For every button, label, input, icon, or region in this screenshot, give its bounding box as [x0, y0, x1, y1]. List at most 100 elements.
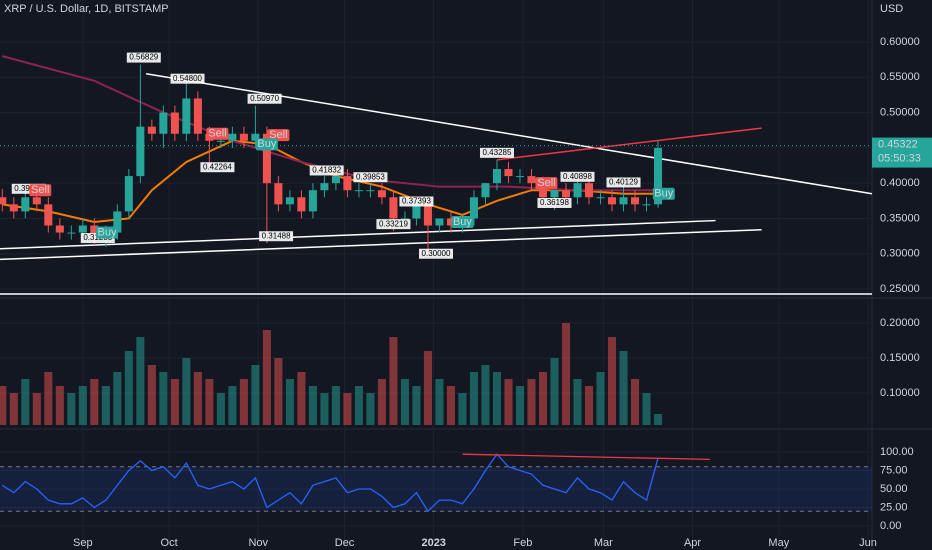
candle-body — [642, 204, 651, 206]
candle-body — [228, 133, 237, 141]
signal-box — [535, 177, 558, 190]
candle-body — [354, 190, 363, 192]
volume-bar — [400, 379, 409, 425]
candle-body — [573, 183, 582, 198]
x-tick-label: Nov — [248, 537, 268, 549]
volume-bar — [228, 386, 237, 425]
volume-bar — [377, 379, 386, 425]
volume-bar — [147, 365, 156, 425]
volume-bar — [435, 379, 444, 425]
volume-bar — [458, 393, 467, 425]
last-price-label: 0.45322 — [878, 138, 918, 150]
y-tick-label: 100.00 — [880, 446, 914, 458]
candle-body — [159, 112, 168, 134]
volume-bar — [331, 386, 340, 425]
candle-body — [377, 190, 386, 198]
candle-body — [550, 190, 559, 198]
candle-body — [193, 98, 202, 134]
volume-bar — [412, 386, 421, 425]
price-label-box — [560, 171, 595, 182]
candle-body — [182, 98, 191, 134]
candle-body — [0, 197, 7, 205]
signal-label: Buy — [257, 138, 276, 150]
volume-bar — [446, 386, 455, 425]
signal-label: Buy — [453, 216, 472, 228]
candle-body — [630, 197, 640, 205]
volume-bar — [469, 372, 478, 425]
volume-bar — [630, 379, 640, 425]
signal-label: Sell — [208, 128, 226, 140]
volume-bar — [343, 393, 352, 425]
y-tick-label: 75.00 — [880, 464, 908, 476]
volume-bar — [538, 372, 548, 425]
price-label-box — [399, 196, 434, 207]
signal-label: Sell — [31, 184, 49, 196]
price-label-box — [259, 231, 294, 242]
price-label: 0.43285 — [483, 148, 512, 157]
candle-body — [308, 190, 317, 212]
volume-bar — [32, 393, 41, 425]
volume-bar — [0, 386, 7, 425]
volume-bar — [389, 336, 398, 425]
volume-bar — [78, 386, 87, 425]
currency: USD — [880, 3, 903, 15]
volume-bar — [423, 350, 432, 425]
price-label: 0.42264 — [203, 162, 232, 171]
candle-body — [124, 176, 133, 212]
volume-bar — [297, 372, 306, 425]
volume-bar — [170, 379, 179, 425]
signal-label: Sell — [537, 177, 555, 189]
volume-bar — [642, 393, 651, 425]
candle-body — [113, 211, 122, 233]
price-label: 0.50970 — [250, 94, 279, 103]
price-label: 0.56829 — [129, 53, 158, 62]
candle-body — [32, 197, 41, 205]
volume-bar — [55, 386, 64, 425]
candle-body — [412, 204, 421, 219]
volume-bar — [308, 386, 317, 425]
candle-body — [90, 225, 99, 240]
volume-bar — [193, 372, 202, 425]
last-price-tag — [872, 137, 932, 168]
volume-bar — [596, 372, 605, 425]
price-label: 0.54800 — [173, 74, 202, 83]
x-tick-label: Oct — [161, 537, 178, 549]
price-label: 0.30000 — [422, 249, 451, 258]
volume-bar — [607, 336, 617, 425]
volume-bar — [239, 379, 248, 425]
y-tick-label: 0.00 — [880, 520, 901, 532]
candle-body — [469, 197, 478, 219]
y-tick-label: 0.50000 — [880, 106, 920, 118]
price-label: 0.39204 — [14, 184, 43, 193]
signal-label: Buy — [98, 226, 117, 238]
candle-body — [297, 197, 306, 212]
trendline — [0, 228, 762, 261]
y-tick-label: 0.35000 — [880, 212, 920, 224]
chart-title: XRP / U.S. Dollar, 1D, BITSTAMP — [4, 3, 169, 15]
price-label-box — [353, 172, 388, 183]
candle-body — [343, 176, 352, 191]
volume-bar — [159, 372, 168, 425]
y-tick-label: 0.15000 — [880, 352, 920, 364]
candle-body — [331, 176, 340, 184]
candle-body — [285, 197, 294, 205]
price-label: 0.37393 — [402, 197, 431, 206]
volume-bar — [561, 322, 571, 425]
candle-body — [481, 183, 490, 198]
candle-body — [67, 232, 76, 234]
volume-bar — [515, 386, 525, 425]
y-tick-label: 0.40000 — [880, 177, 920, 189]
candle-body — [619, 197, 628, 205]
price-label: 0.39853 — [356, 172, 385, 181]
price-label-box — [126, 52, 161, 63]
candle-body — [538, 183, 548, 198]
rsi-line — [1, 453, 659, 513]
volume-bar — [320, 393, 329, 425]
signal-box — [652, 187, 675, 200]
rsi-band — [0, 466, 872, 512]
candle-body — [366, 190, 375, 192]
price-label: 0.40898 — [563, 172, 592, 181]
candle-body — [389, 197, 398, 219]
candle-body — [251, 133, 260, 141]
